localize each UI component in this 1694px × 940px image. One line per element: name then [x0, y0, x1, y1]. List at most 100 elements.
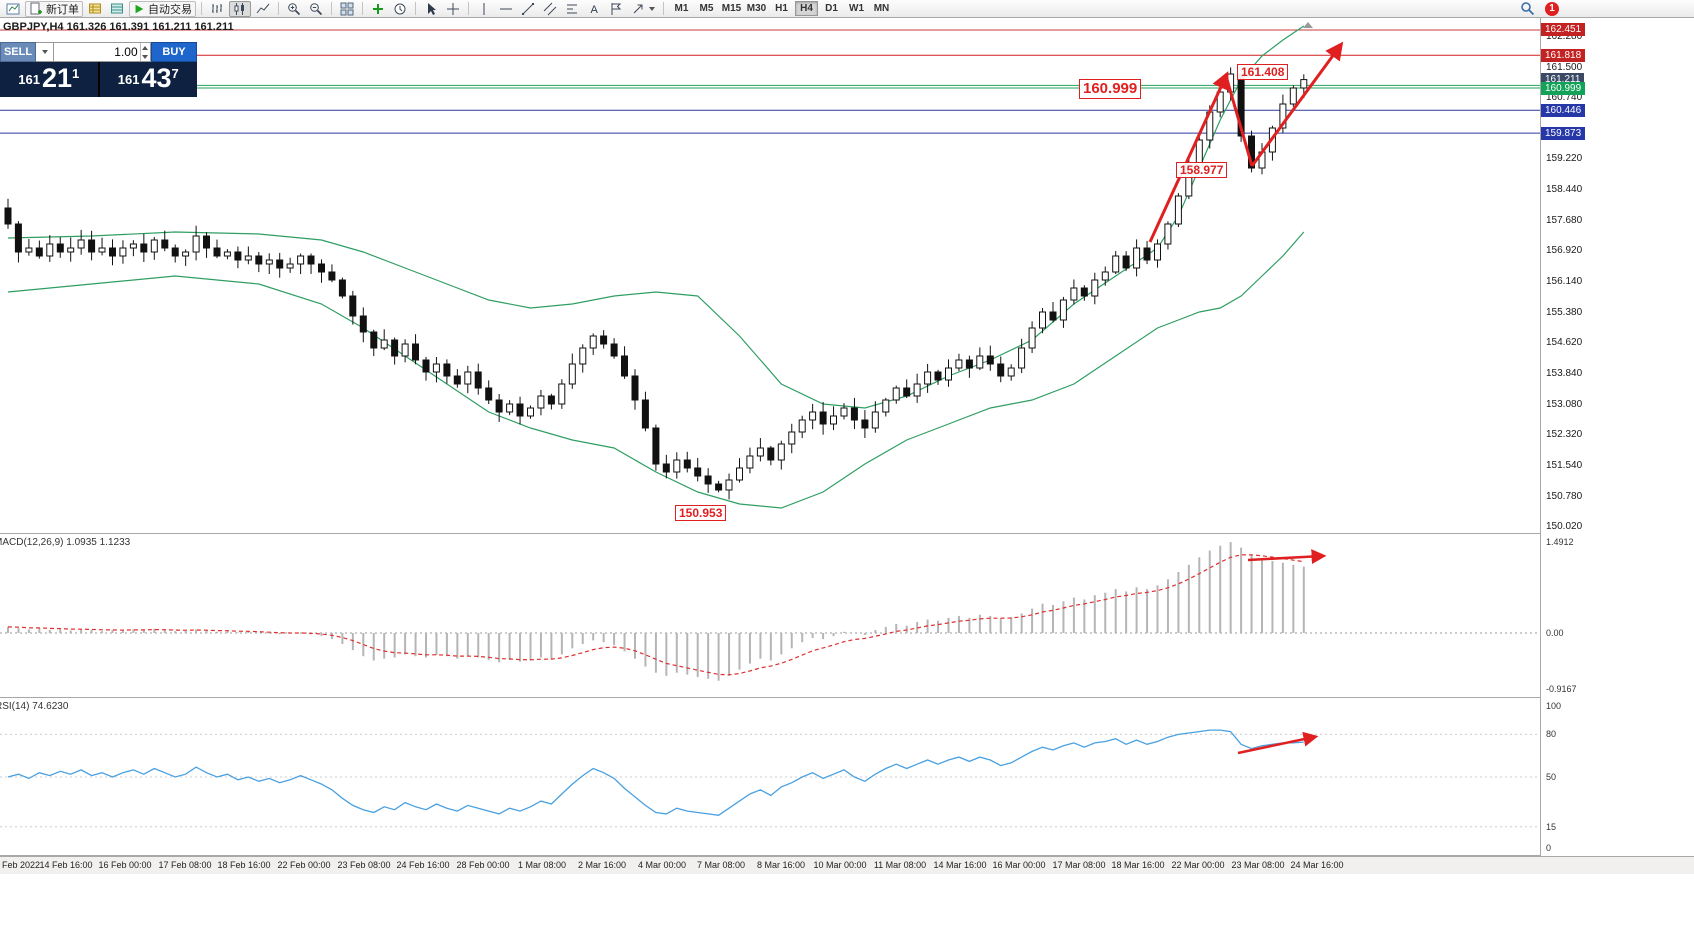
macd-indicator-label: MACD(12,26,9) 1.0935 1.1233 — [0, 537, 131, 548]
trendline-icon-glyph — [522, 2, 534, 15]
data-window-icon-glyph — [111, 3, 123, 13]
market-watch-icon[interactable] — [85, 1, 105, 17]
time-label: 11 Mar 08:00 — [873, 860, 927, 870]
timeframe-button-d1[interactable]: D1 — [825, 3, 838, 14]
channel-icon[interactable] — [540, 1, 560, 17]
chart-window-icon[interactable] — [3, 1, 23, 17]
channel-icon-glyph — [543, 2, 557, 15]
bar-chart-icon[interactable] — [207, 1, 227, 17]
annotation-bottom-price[interactable]: 150.953 — [675, 505, 727, 521]
timeframe-button-m5[interactable]: M5 — [699, 3, 714, 14]
arrow-tools-icon[interactable] — [628, 1, 658, 17]
new-order-button[interactable]: 新订单 — [25, 0, 83, 17]
price-tick: 156.920 — [1546, 245, 1583, 256]
fibonacci-icon[interactable] — [562, 1, 582, 17]
sell-button[interactable]: SELL — [0, 42, 36, 62]
candlestick-chart-icon[interactable] — [229, 0, 251, 17]
indicators-add-icon[interactable] — [368, 1, 388, 17]
sell-quote[interactable]: 161 21 1 — [0, 62, 98, 97]
annotation-swing-low-price[interactable]: 158.977 — [1176, 162, 1228, 178]
zoom-out-icon[interactable] — [306, 1, 326, 17]
auto-trading-button[interactable]: 自动交易 — [129, 0, 196, 17]
panel-divider[interactable] — [0, 533, 1694, 534]
horizontal-line-icon[interactable] — [496, 1, 516, 17]
one-click-trading-panel: SELL BUY 161 21 1 161 43 7 — [0, 42, 197, 97]
toolbar-separator — [201, 2, 202, 15]
macd-panel[interactable] — [0, 534, 1540, 697]
annotation-swing-high-price[interactable]: 161.408 — [1237, 64, 1289, 80]
tile-windows-icon[interactable] — [337, 1, 357, 17]
search-icon[interactable] — [1520, 1, 1535, 16]
time-label: 17 Feb 08:00 — [158, 860, 212, 870]
panel-divider[interactable] — [0, 697, 1694, 698]
timeframe-button-m30[interactable]: M30 — [746, 3, 767, 14]
rsi-indicator-label: RSI(14) 74.6230 — [0, 701, 69, 712]
zoom-out-icon-glyph — [310, 2, 323, 15]
text-label-icon[interactable] — [606, 1, 626, 17]
price-chart-area[interactable] — [0, 18, 1540, 533]
templates-clock-icon-glyph — [394, 3, 406, 14]
time-label: 28 Feb 00:00 — [456, 860, 510, 870]
price-tick: 157.680 — [1546, 215, 1583, 226]
buy-button[interactable]: BUY — [151, 42, 197, 62]
time-label: 23 Feb 08:00 — [337, 860, 391, 870]
volume-decrease-button[interactable] — [141, 52, 150, 61]
price-tick: 152.320 — [1546, 429, 1583, 440]
buy-quote[interactable]: 161 43 7 — [99, 62, 197, 97]
time-label: 22 Mar 00:00 — [1171, 860, 1225, 870]
price-tick: 160.740 — [1546, 92, 1583, 103]
price-axis[interactable]: 162.280 161.500 160.740 159.220 158.440 157.6… — [1540, 18, 1694, 874]
line-chart-icon[interactable] — [253, 1, 273, 17]
rsi-panel[interactable] — [0, 698, 1540, 855]
templates-icon[interactable] — [390, 1, 410, 17]
arrow-tools-icon-glyph — [633, 4, 643, 13]
vertical-line-icon[interactable] — [474, 1, 494, 17]
annotation-resistance-price[interactable]: 160.999 — [1079, 79, 1142, 99]
time-label: 23 Mar 08:00 — [1231, 860, 1285, 870]
timeframe-button-mn[interactable]: MN — [873, 3, 890, 14]
line-chart-icon-glyph — [256, 3, 270, 13]
timeframe-button-m15[interactable]: M15 — [721, 3, 742, 14]
time-label: 2 Mar 16:00 — [577, 860, 627, 870]
notification-badge[interactable]: 1 — [1545, 1, 1559, 16]
toolbar-separator — [663, 2, 664, 15]
chart-scroll-marker[interactable] — [1303, 22, 1313, 28]
price-tick: 151.540 — [1546, 460, 1583, 471]
price-tick: 154.620 — [1546, 337, 1583, 348]
timeframe-button-h4[interactable]: H4 — [795, 1, 818, 16]
text-icon[interactable]: A — [584, 1, 604, 17]
sell-price-sup: 1 — [72, 66, 80, 81]
toolbar-separator — [362, 2, 363, 15]
price-marker-green: 160.999 — [1541, 82, 1586, 95]
toolbar-separator — [278, 2, 279, 15]
rsi-axis-label: 0 — [1546, 843, 1552, 853]
cursor-icon[interactable] — [421, 1, 441, 17]
volume-increase-button[interactable] — [141, 43, 150, 52]
buy-price-main: 43 — [141, 63, 172, 93]
data-window-icon[interactable] — [107, 1, 127, 17]
timeframe-button-w1[interactable]: W1 — [849, 3, 864, 14]
time-label: 18 Feb 16:00 — [217, 860, 271, 870]
time-label: 8 Mar 16:00 — [756, 860, 806, 870]
panel-divider — [0, 855, 1694, 856]
zoom-in-icon[interactable] — [284, 1, 304, 17]
price-tick: 153.840 — [1546, 368, 1583, 379]
macd-axis-label: 1.4912 — [1546, 537, 1574, 547]
price-tick: 161.500 — [1546, 62, 1583, 73]
macd-svg — [0, 542, 1540, 681]
price-tick: 150.020 — [1546, 521, 1583, 532]
volume-dropdown[interactable] — [36, 42, 54, 62]
time-axis[interactable]: Feb 2022 14 Feb 16:00 16 Feb 00:00 17 Feb 0… — [0, 856, 1694, 874]
volume-input[interactable] — [54, 43, 140, 61]
price-tick: 162.280 — [1546, 31, 1583, 42]
text-label-icon-glyph — [611, 2, 622, 15]
rsi-axis-label: 100 — [1546, 701, 1562, 711]
timeframe-button-m1[interactable]: M1 — [674, 3, 689, 14]
trendline-icon[interactable] — [518, 1, 538, 17]
crosshair-icon[interactable] — [443, 1, 463, 17]
timeframe-button-h1[interactable]: H1 — [775, 3, 788, 14]
vertical-line-icon-glyph — [483, 2, 485, 15]
sell-price-main: 21 — [41, 63, 72, 93]
toolbar-right-group: 1 — [1520, 1, 1559, 16]
